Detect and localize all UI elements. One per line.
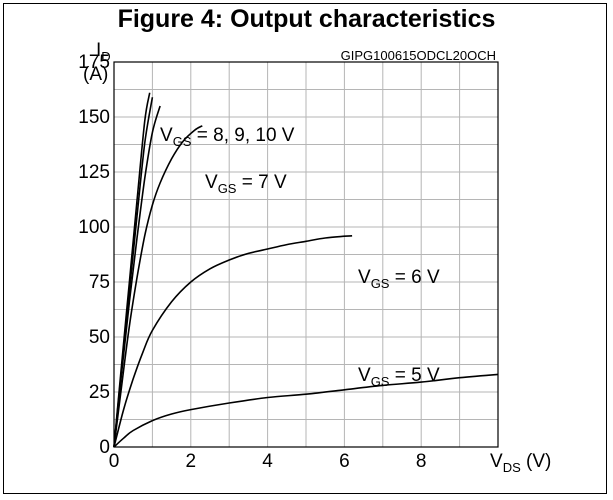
curves (113, 92, 499, 448)
annotation-rest: = 6 V (389, 267, 439, 288)
chart-title: Figure 4: Output characteristics (117, 5, 496, 33)
plot-area-border (113, 61, 499, 448)
x-axis-label-main: V (490, 451, 503, 472)
curve-vgs-5-v (113, 373, 499, 448)
annotation-rest: = 8, 9, 10 V (191, 125, 294, 146)
figure-frame (3, 3, 607, 494)
annotation-vgs-6: VGS = 6 V (358, 267, 440, 291)
annotation-main: V (160, 125, 173, 146)
x-tick-label: 6 (339, 451, 350, 472)
annotation-sub: GS (371, 276, 390, 291)
x-axis-label-sub: DS (503, 460, 521, 475)
y-axis-label-sub: D (101, 49, 110, 64)
annotation-rest: = 7 V (236, 172, 286, 193)
x-axis-label: VDS (V) (490, 451, 551, 475)
y-tick-label: 150 (78, 107, 110, 128)
annotation-main: V (205, 172, 218, 193)
annotation-vgs-7: VGS = 7 V (205, 172, 287, 196)
grid (113, 61, 499, 448)
annotation-sub: GS (173, 134, 192, 149)
curve-vgs-8-v (113, 105, 161, 448)
y-axis-label-main: I (96, 40, 101, 61)
x-tick-label: 2 (186, 451, 197, 472)
y-tick-label: 175 (78, 52, 110, 73)
x-axis-label-unit: (V) (521, 451, 552, 472)
x-tick-label: 0 (109, 451, 120, 472)
y-axis-unit: (A) (83, 64, 108, 85)
annotation-vgs-8-9-10: VGS = 8, 9, 10 V (160, 125, 295, 149)
annotation-vgs-5: VGS = 5 V (358, 365, 440, 389)
y-tick-label: 25 (89, 382, 110, 403)
figure-code: GIPG100615ODCL20OCH (341, 48, 496, 63)
curve-vgs-6-v (113, 235, 353, 448)
annotation-sub: GS (371, 374, 390, 389)
y-tick-label: 50 (89, 327, 110, 348)
x-tick-label: 4 (262, 451, 273, 472)
y-tick-label: 75 (89, 272, 110, 293)
y-tick-label: 0 (99, 437, 110, 458)
y-tick-label: 125 (78, 162, 110, 183)
annotation-main: V (358, 365, 371, 386)
y-tick-label: 100 (78, 217, 110, 238)
annotation-rest: = 5 V (389, 365, 439, 386)
x-tick-label: 8 (416, 451, 427, 472)
tick-labels: 0 2 4 6 8 0 25 50 75 100 125 150 175 (78, 52, 426, 472)
annotation-main: V (358, 267, 371, 288)
annotation-sub: GS (218, 181, 237, 196)
y-axis-label: ID (96, 40, 111, 64)
curve-vgs-7-v (113, 125, 203, 448)
